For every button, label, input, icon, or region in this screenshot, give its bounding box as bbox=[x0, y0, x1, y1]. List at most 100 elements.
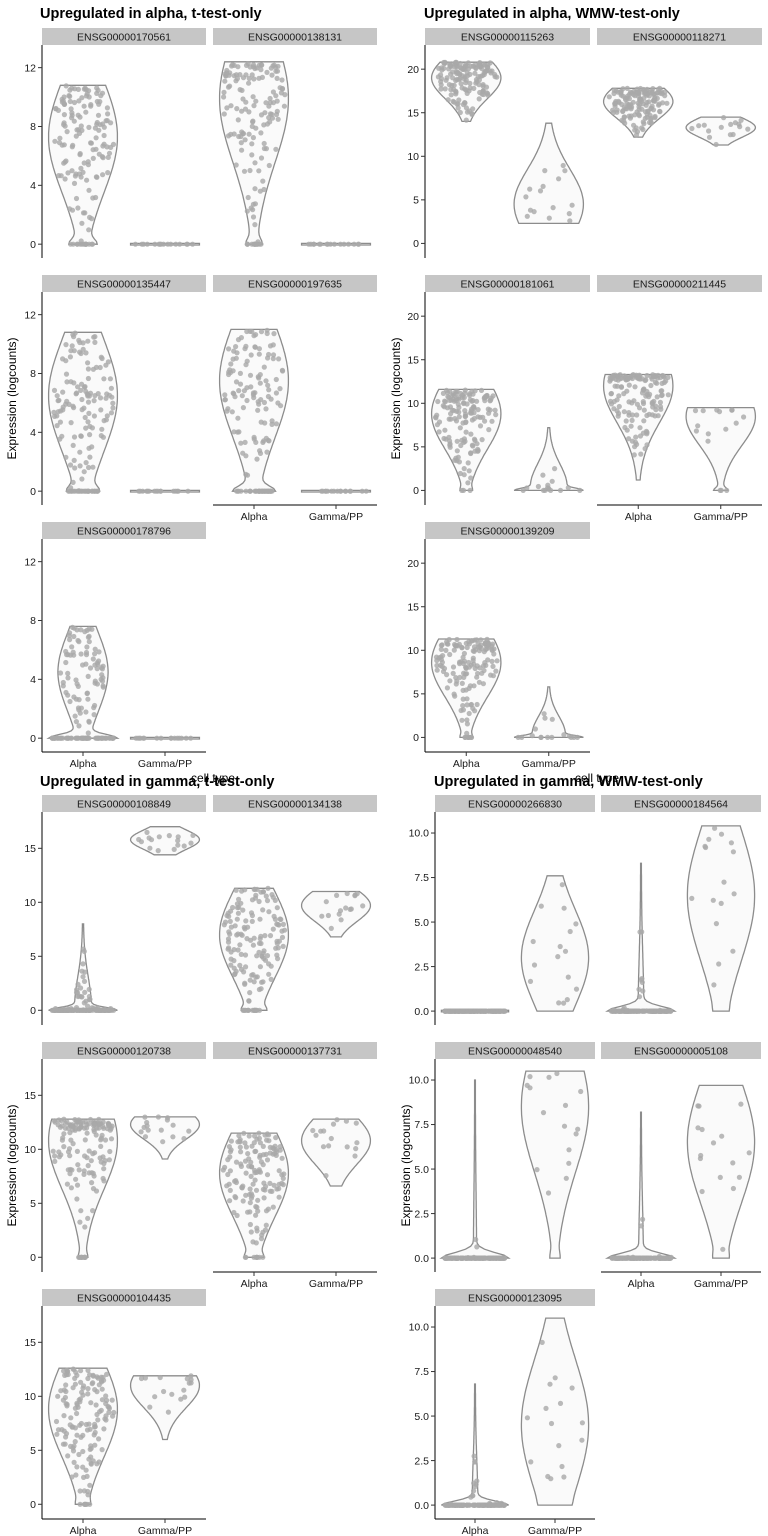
data-point bbox=[64, 1403, 70, 1409]
data-point bbox=[100, 155, 106, 161]
data-point bbox=[546, 1074, 552, 1080]
data-point bbox=[86, 1170, 92, 1176]
data-point bbox=[234, 350, 240, 356]
data-point bbox=[482, 69, 489, 75]
data-point bbox=[624, 1008, 630, 1014]
data-point bbox=[238, 951, 244, 958]
data-point bbox=[326, 1143, 332, 1149]
data-point bbox=[480, 681, 486, 687]
data-point bbox=[692, 408, 699, 414]
data-point bbox=[461, 439, 467, 445]
data-point bbox=[243, 1192, 249, 1198]
points bbox=[310, 1117, 360, 1179]
data-point bbox=[92, 1442, 98, 1448]
y-tick-label: 10 bbox=[24, 1144, 36, 1156]
data-point bbox=[273, 376, 279, 383]
data-point bbox=[251, 333, 257, 339]
data-point bbox=[70, 1141, 76, 1147]
data-point bbox=[253, 1240, 259, 1246]
data-point bbox=[252, 1167, 258, 1173]
data-point bbox=[471, 404, 477, 410]
data-point bbox=[239, 147, 245, 153]
data-point bbox=[70, 241, 76, 247]
data-point bbox=[108, 1136, 115, 1142]
data-point bbox=[175, 838, 181, 844]
data-point bbox=[88, 140, 94, 146]
data-point bbox=[478, 637, 484, 643]
data-point bbox=[80, 1448, 86, 1455]
data-point bbox=[266, 1138, 272, 1144]
data-point bbox=[252, 186, 258, 192]
data-point bbox=[252, 344, 258, 350]
data-point bbox=[242, 137, 248, 143]
x-tick-label: Gamma/PP bbox=[528, 1525, 582, 1536]
data-point bbox=[447, 62, 453, 68]
data-point bbox=[183, 735, 189, 741]
data-point bbox=[252, 160, 258, 166]
y-tick-label: 0.0 bbox=[414, 1006, 429, 1018]
violin-shape bbox=[520, 1317, 590, 1506]
data-point bbox=[86, 986, 92, 993]
data-point bbox=[663, 1008, 669, 1014]
data-point bbox=[256, 898, 262, 905]
data-point bbox=[264, 121, 271, 127]
points bbox=[433, 636, 500, 741]
facet-strip bbox=[213, 795, 377, 812]
data-point bbox=[105, 111, 111, 117]
data-point bbox=[234, 916, 240, 922]
data-point bbox=[464, 717, 470, 723]
data-point bbox=[266, 351, 272, 358]
violin-shape bbox=[520, 1070, 590, 1259]
data-point bbox=[106, 1409, 112, 1415]
facet-gene-label: ENSG00000118271 bbox=[633, 32, 726, 44]
data-point bbox=[471, 410, 477, 416]
points bbox=[220, 1130, 287, 1260]
y-tick-label: 4 bbox=[30, 674, 36, 686]
data-point bbox=[489, 418, 495, 424]
data-point bbox=[564, 997, 570, 1003]
data-point bbox=[226, 945, 232, 951]
data-point bbox=[72, 1439, 78, 1445]
data-point bbox=[72, 713, 78, 719]
data-point bbox=[64, 1181, 70, 1187]
data-point bbox=[77, 1396, 83, 1402]
x-tick-label: Alpha bbox=[241, 1278, 268, 1290]
data-point bbox=[244, 936, 250, 942]
data-point bbox=[99, 90, 106, 96]
facet-strip bbox=[425, 275, 590, 292]
data-point bbox=[232, 971, 238, 977]
data-point bbox=[263, 1208, 270, 1214]
data-point bbox=[81, 1000, 87, 1006]
data-point bbox=[67, 98, 73, 105]
data-point bbox=[87, 1482, 93, 1488]
data-point bbox=[68, 348, 74, 354]
data-point bbox=[532, 726, 539, 732]
data-point bbox=[242, 346, 248, 352]
data-point bbox=[468, 1008, 474, 1014]
data-point bbox=[471, 1480, 477, 1486]
data-point bbox=[64, 129, 70, 135]
data-point bbox=[99, 735, 105, 741]
points bbox=[515, 711, 581, 741]
data-point bbox=[463, 671, 469, 677]
data-point bbox=[269, 115, 276, 121]
x-axis-title: cell type bbox=[575, 771, 619, 785]
data-point bbox=[154, 735, 160, 741]
data-point bbox=[54, 1431, 60, 1437]
data-point bbox=[234, 901, 240, 907]
data-point bbox=[170, 1122, 176, 1128]
data-point bbox=[70, 479, 76, 485]
data-point bbox=[657, 109, 663, 115]
data-point bbox=[233, 379, 240, 385]
data-point bbox=[88, 1443, 94, 1449]
data-point bbox=[630, 372, 636, 378]
data-point bbox=[258, 1236, 265, 1242]
points bbox=[138, 1373, 194, 1415]
data-point bbox=[259, 74, 265, 80]
data-point bbox=[96, 151, 102, 157]
data-point bbox=[469, 442, 475, 448]
data-point bbox=[546, 215, 552, 221]
data-point bbox=[351, 241, 357, 247]
data-point bbox=[107, 1148, 113, 1155]
data-point bbox=[62, 1394, 68, 1401]
